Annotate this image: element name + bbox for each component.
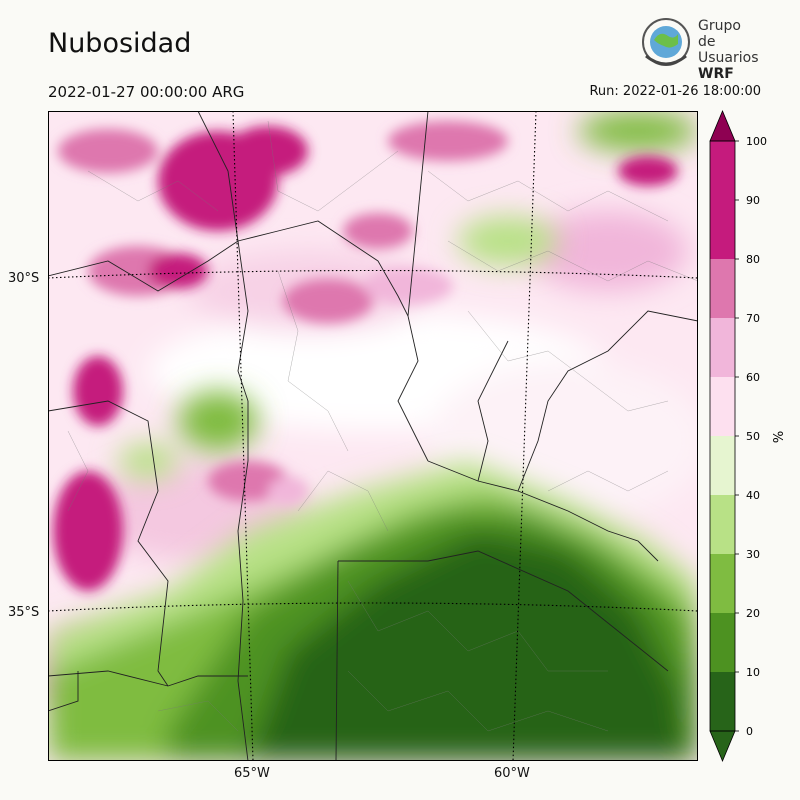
colorbar-segment: [710, 495, 735, 554]
map-frame: [48, 111, 698, 761]
colorbar-tick-label: 30: [746, 548, 760, 561]
colorbar-tick-label: 100: [746, 135, 767, 148]
graticule: [48, 111, 698, 761]
wrf-logo: Grupo de Usuarios WRF: [638, 16, 759, 82]
globe-icon: [642, 18, 690, 66]
colorbar-segment: [710, 141, 735, 200]
colorbar-segment: [710, 259, 735, 318]
colorbar-tick-label: 40: [746, 489, 760, 502]
colorbar-segment: [710, 436, 735, 495]
colorbar-segment: [710, 554, 735, 613]
colorbar-tick-label: 20: [746, 607, 760, 620]
lat-label-30s: 30°S: [8, 271, 40, 286]
colorbar-under-triangle: [709, 730, 736, 763]
province-borders: [48, 111, 698, 761]
colorbar-segment: [710, 318, 735, 377]
colorbar-tick-label: 60: [746, 371, 760, 384]
department-borders: [67, 120, 698, 732]
colorbar-tick-label: 80: [746, 253, 760, 266]
colorbar-segment: [710, 613, 735, 672]
lon-label-60w: 60°W: [494, 766, 530, 781]
valid-time: 2022-01-27 00:00:00 ARG: [48, 83, 245, 101]
colorbar-segment: [710, 200, 735, 259]
logo-line-2: Usuarios: [698, 50, 759, 66]
colorbar-label: %: [772, 431, 787, 443]
colorbar-over-triangle: [709, 109, 736, 142]
run-time: Run: 2022-01-26 18:00:00: [589, 84, 761, 99]
colorbar-segment: [710, 672, 735, 731]
colorbar-tick-label: 10: [746, 666, 760, 679]
colorbar-tick-label: 0: [746, 725, 753, 738]
colorbar-tick-label: 70: [746, 312, 760, 325]
colorbar-segment: [710, 377, 735, 436]
lon-label-65w: 65°W: [234, 766, 270, 781]
logo-line-1: Grupo de: [698, 18, 741, 50]
cloud-cover-map: [48, 111, 698, 761]
map-title: Nubosidad: [48, 28, 192, 59]
logo-line-3: WRF: [698, 66, 734, 82]
lat-label-35s: 35°S: [8, 605, 40, 620]
colorbar-tick-label: 50: [746, 430, 760, 443]
colorbar-tick-label: 90: [746, 194, 760, 207]
